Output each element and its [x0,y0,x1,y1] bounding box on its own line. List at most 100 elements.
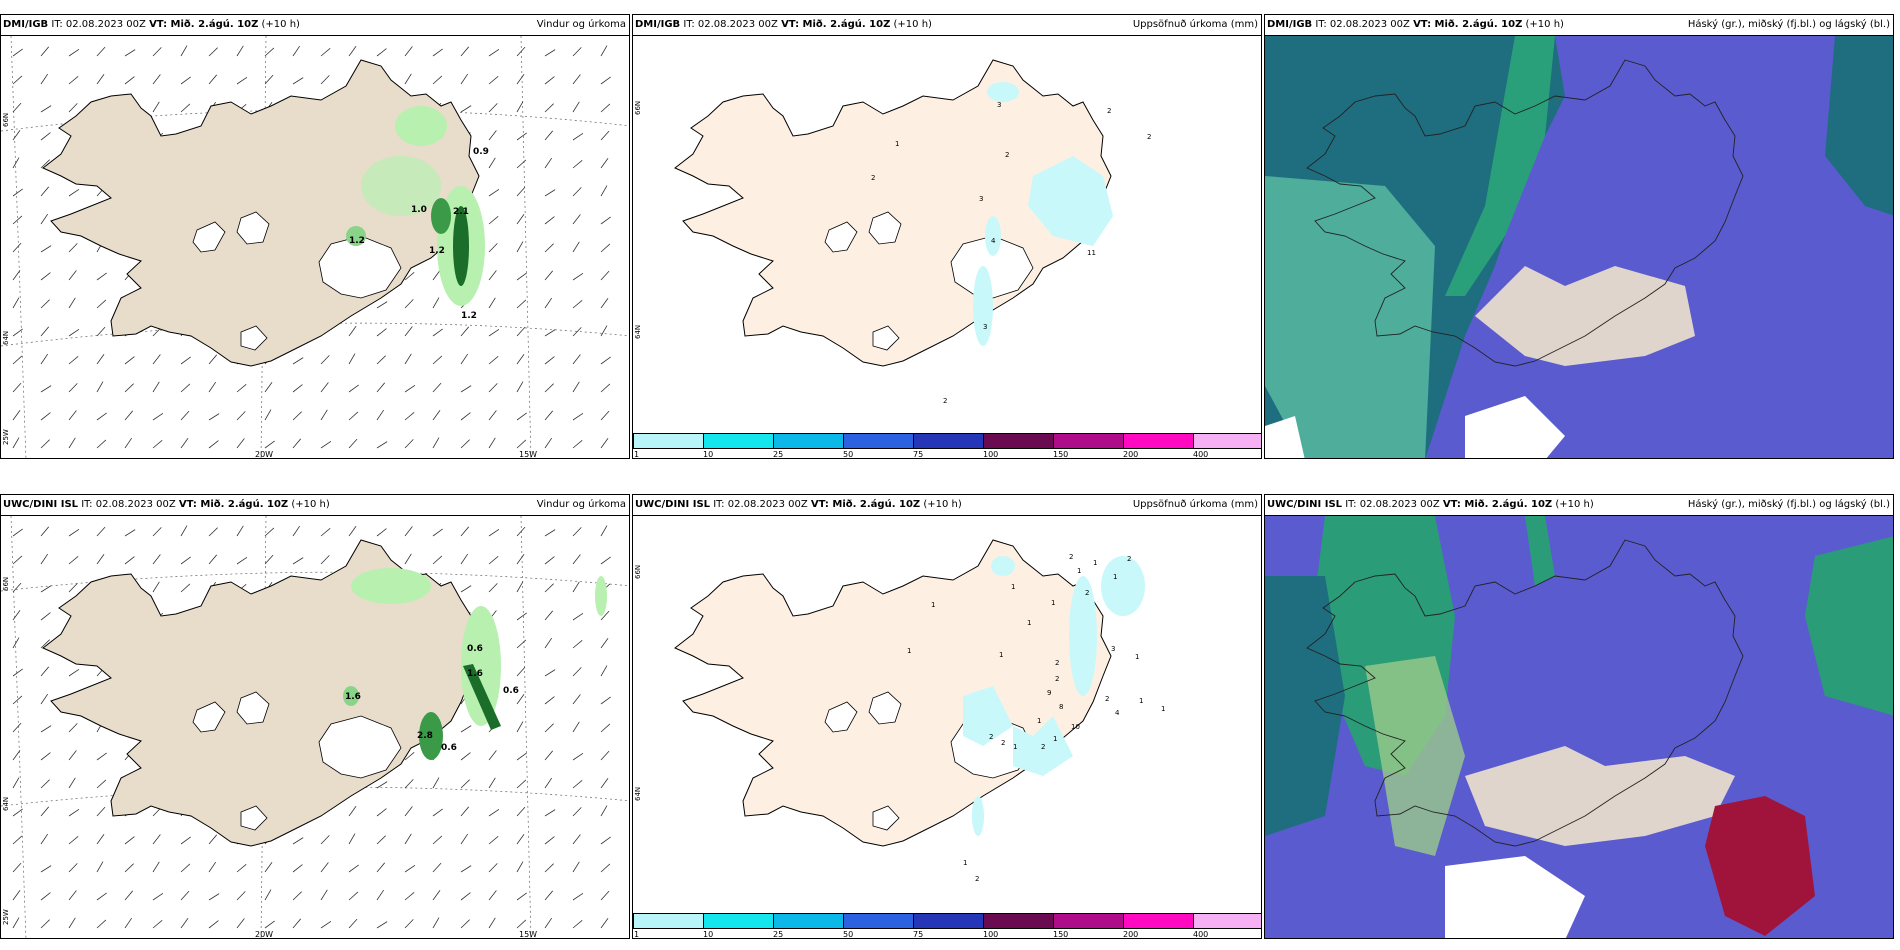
wind-barb [180,45,188,57]
wind-barb [600,270,610,281]
wind-barb [124,917,133,929]
wind-barb [600,325,608,337]
wind-barb [572,187,582,197]
wind-barb [404,271,415,281]
wind-barb [208,920,219,929]
wind-barb [488,328,500,337]
wind-barb [124,76,135,85]
wind-barb [124,890,134,901]
wind-barb [124,383,134,393]
wind-barb [544,189,556,197]
panel-title: Uppsöfnuð úrkoma (mm) [1132,19,1258,30]
init-time: IT: 02.08.2023 00Z [710,499,811,510]
wind-barb [544,583,554,593]
wind-barb [544,777,553,789]
wind-barb [516,694,525,705]
valid-time: VT: Mið. 2.ágú. 10Z [178,499,289,510]
wind-barb [544,157,553,169]
wind-barb [516,272,527,281]
precip-label: 3 [979,195,984,203]
wind-barb [96,892,107,901]
wind-barb [488,777,496,789]
precip-label: 2 [1107,107,1112,115]
precip-label: 3 [983,323,988,331]
wind-barb [292,525,301,537]
wind-barb [572,159,583,169]
panel-uwc-clouds: UWC/DINI ISL IT: 02.08.2023 00Z VT: Mið.… [1264,494,1894,939]
wind-barb [516,214,525,225]
wind-barb [320,409,328,421]
legend-swatch [1123,433,1194,449]
legend-label: 200 [1123,450,1139,459]
wind-barb [376,921,388,929]
precip-areas [973,82,1113,346]
wind-barb [208,47,218,57]
wind-barb [292,918,302,929]
wind-barb [572,639,583,649]
panel-header: UWC/DINI ISL IT: 02.08.2023 00Z VT: Mið.… [1265,495,1893,516]
wind-barb [40,326,50,337]
wind-barb [152,412,164,421]
wind-barb [320,835,330,845]
wind-barb [96,354,105,365]
legend-label: 150 [1053,450,1069,459]
wind-barb [488,750,497,761]
legend-swatch [913,433,984,449]
lead-time: (+10 h) [1522,19,1564,30]
precip-label: 4 [991,237,996,245]
wind-barb [404,779,414,789]
wind-barb [516,74,525,85]
wind-barb [544,130,554,141]
precip-label: 2 [1105,695,1110,703]
wind-barb [488,130,497,141]
wind-map [1,36,629,458]
wind-barb [40,725,52,733]
wind-barb [96,412,107,421]
wind-barb [96,46,106,57]
wind-barb [152,381,160,393]
wind-barb [236,76,248,85]
lead-time: (+10 h) [258,19,300,30]
wind-barb [488,215,499,225]
legend-label: 25 [773,450,784,459]
lon-label: 20W [255,930,274,939]
wind-barb [600,863,611,873]
precip-label: 0.6 [503,686,519,696]
precip-label: 1 [1093,559,1098,567]
wind-barb [600,556,611,565]
wind-barb [432,835,443,845]
precip-label: 1 [1077,567,1082,575]
precip-label: 1.0 [411,205,427,215]
wind-barb [544,103,554,113]
panel-header: DMI/IGB IT: 02.08.2023 00Z VT: Mið. 2.ág… [1,15,629,36]
wind-barb [152,554,161,565]
legend-label: 200 [1123,930,1139,939]
precip-label: 1.6 [345,692,361,702]
wind-barb [208,74,218,85]
wind-barb [516,581,524,593]
legend-swatch [1053,913,1124,929]
wind-barb [404,833,412,845]
precip-label: 3 [997,101,1002,109]
wind-barb [152,892,164,901]
wind-barb [516,892,527,901]
wind-map [1,516,629,938]
wind-barb [376,889,385,901]
legend-swatch [633,913,704,929]
lat-label: 64N [634,324,642,339]
precip-label: 1 [1027,619,1032,627]
wind-barb [68,583,78,593]
wind-barb [68,890,77,901]
wind-barb [376,835,386,845]
init-time: IT: 02.08.2023 00Z [1312,19,1414,30]
lat-label: 66N [634,564,642,579]
wind-barb [404,919,414,929]
wind-barb [488,75,499,85]
wind-barb [572,612,584,621]
wind-barb [544,270,554,281]
legend-label: 400 [1193,930,1209,939]
wind-barb [264,47,275,57]
precip-label: 1 [1139,697,1144,705]
wind-barb [292,438,302,449]
wind-barb [460,46,470,57]
